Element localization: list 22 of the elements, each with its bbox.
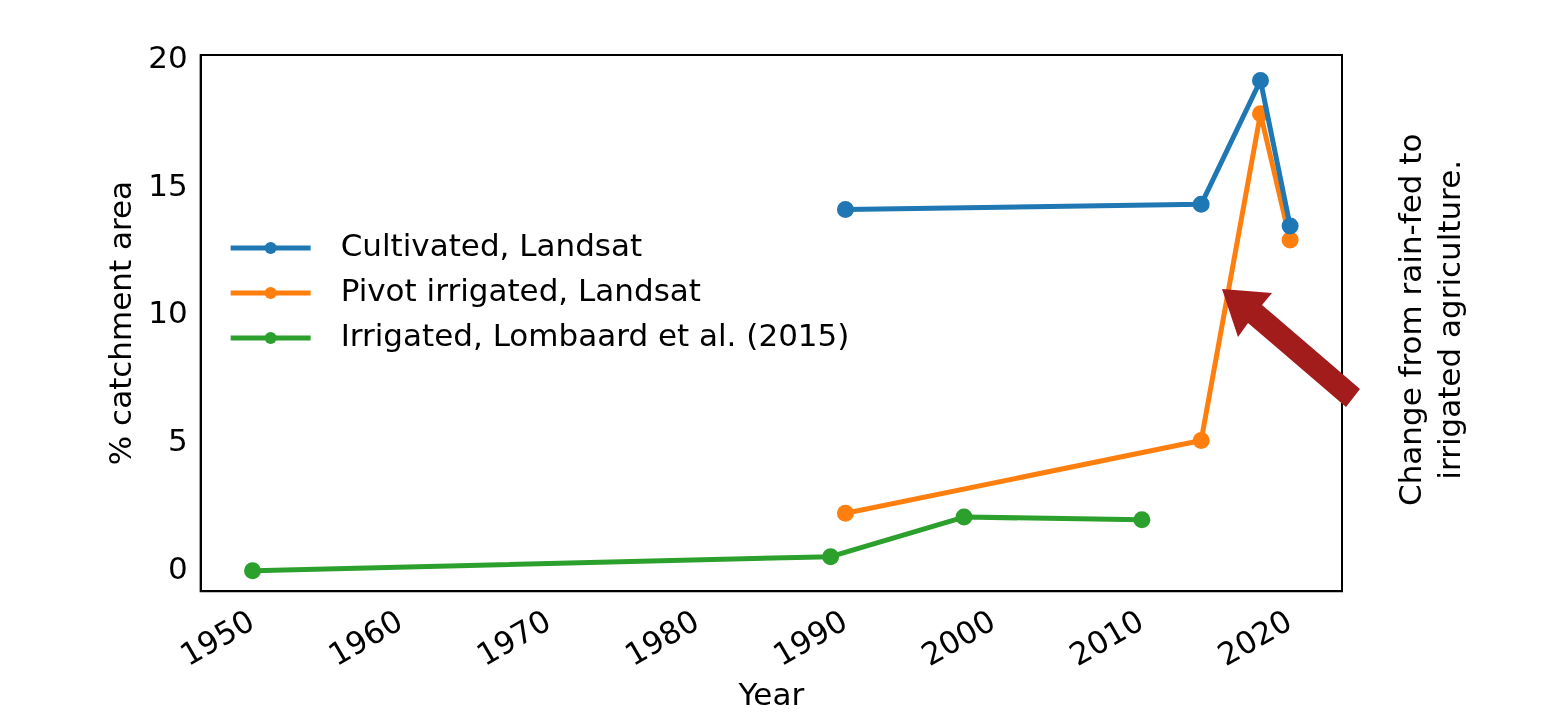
legend-label: Pivot irrigated, Landsat	[340, 272, 701, 309]
point	[1281, 231, 1299, 249]
point	[244, 562, 262, 580]
point	[836, 504, 854, 522]
text: Change from rain-fed to irrigated agriculture.	[1391, 132, 1468, 509]
point	[1133, 511, 1151, 529]
y-axis-title: % catchment area	[101, 180, 138, 466]
point	[1192, 432, 1210, 450]
y-tick-label: 20	[148, 39, 188, 76]
legend-label: Cultivated, Landsat	[340, 227, 643, 264]
legend-label: Irrigated, Lombaard et al. (2015)	[340, 317, 850, 354]
point	[1251, 72, 1269, 90]
y-tick-label: 15	[148, 166, 188, 203]
x-axis-title: Year	[737, 676, 805, 713]
y-tick-label: 10	[148, 294, 188, 331]
point	[836, 200, 854, 218]
y-tick-label: 0	[167, 549, 188, 586]
point	[1192, 195, 1210, 213]
point	[955, 508, 973, 526]
point	[1281, 217, 1299, 235]
y-tick-label: 5	[167, 422, 188, 459]
point	[822, 548, 840, 566]
